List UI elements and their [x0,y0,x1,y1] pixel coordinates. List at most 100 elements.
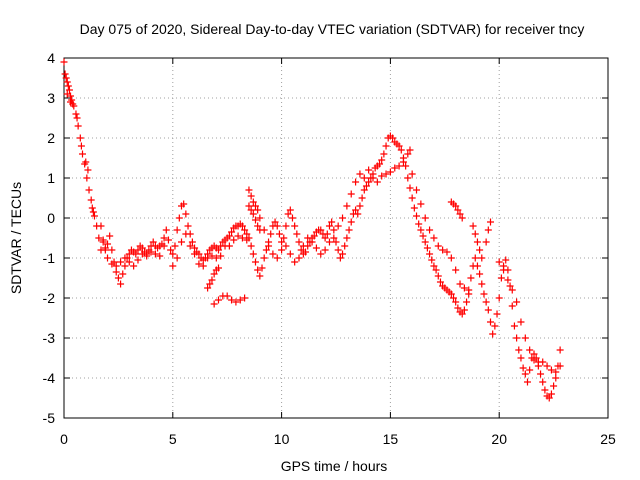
data-point [415,220,423,228]
data-point [225,242,233,250]
data-point [323,230,331,238]
y-axis-label: SDTVAR / TECUs [8,182,24,294]
data-point [62,74,70,82]
data-point [365,178,373,186]
data-point [286,206,294,214]
data-point [456,280,464,288]
data-point [108,246,116,254]
data-point [245,202,253,210]
data-point [108,260,116,268]
data-point [286,250,294,258]
data-point [428,256,436,264]
data-point [426,226,434,234]
data-point [278,246,286,254]
data-point [547,366,555,374]
data-point [273,222,281,230]
data-point [345,226,353,234]
data-point [95,234,103,242]
data-point [245,186,253,194]
data-point [495,258,503,266]
data-point [70,102,78,110]
data-point [267,230,275,238]
data-point [282,222,290,230]
data-point [456,210,464,218]
data-point [284,210,292,218]
data-point [104,254,112,262]
data-point [143,252,151,260]
data-point [408,194,416,202]
data-point [521,370,529,378]
data-point [214,246,222,254]
data-point [295,254,303,262]
data-point [426,250,434,258]
data-point [317,226,325,234]
data-point [61,70,69,78]
x-tick-label: 20 [491,431,507,447]
data-point [417,226,425,234]
data-point [204,254,212,262]
data-point [230,236,238,244]
data-point [552,368,560,376]
y-tick-label: 3 [47,90,55,106]
data-point [430,262,438,270]
y-tick-label: -4 [43,370,56,386]
x-axis-label: GPS time / hours [281,458,388,474]
data-point [232,298,240,306]
plot-frame [63,57,609,419]
data-point [378,156,386,164]
data-point [223,292,231,300]
data-points [60,58,564,402]
data-point [432,266,440,274]
data-point [72,110,80,118]
y-tick-label: 1 [47,170,55,186]
data-point [360,174,368,182]
data-point [134,256,142,264]
data-point [325,222,333,230]
data-point [295,238,303,246]
data-point [330,226,338,234]
data-point [104,240,112,248]
series-2 [204,198,484,308]
data-point [515,346,523,354]
data-point [89,208,97,216]
data-point [545,394,553,402]
data-point [336,254,344,262]
data-point [191,250,199,258]
data-point [132,250,140,258]
data-point [149,238,157,246]
data-point [452,298,460,306]
data-point [210,270,218,278]
data-point [362,182,370,190]
data-point [513,334,521,342]
data-point [258,264,266,272]
data-point [430,234,438,242]
data-point [521,334,529,342]
data-point [251,216,259,224]
data-point [275,230,283,238]
data-point [356,202,364,210]
data-point [480,290,488,298]
data-point [101,246,109,254]
data-point [510,322,518,330]
data-point [478,280,486,288]
x-tick-label: 0 [60,431,68,447]
data-point [138,250,146,258]
data-point [423,244,431,252]
data-point [413,186,421,194]
data-point [293,230,301,238]
data-point [117,280,125,288]
data-point [247,206,255,214]
data-point [421,214,429,222]
data-point [478,254,486,262]
data-point [404,174,412,182]
data-point [180,200,188,208]
y-tick-label: 2 [47,130,55,146]
data-point [310,232,318,240]
data-point [341,242,349,250]
data-point [167,246,175,254]
data-point [397,146,405,154]
data-point [208,252,216,260]
data-point [182,210,190,218]
data-point [334,222,342,230]
